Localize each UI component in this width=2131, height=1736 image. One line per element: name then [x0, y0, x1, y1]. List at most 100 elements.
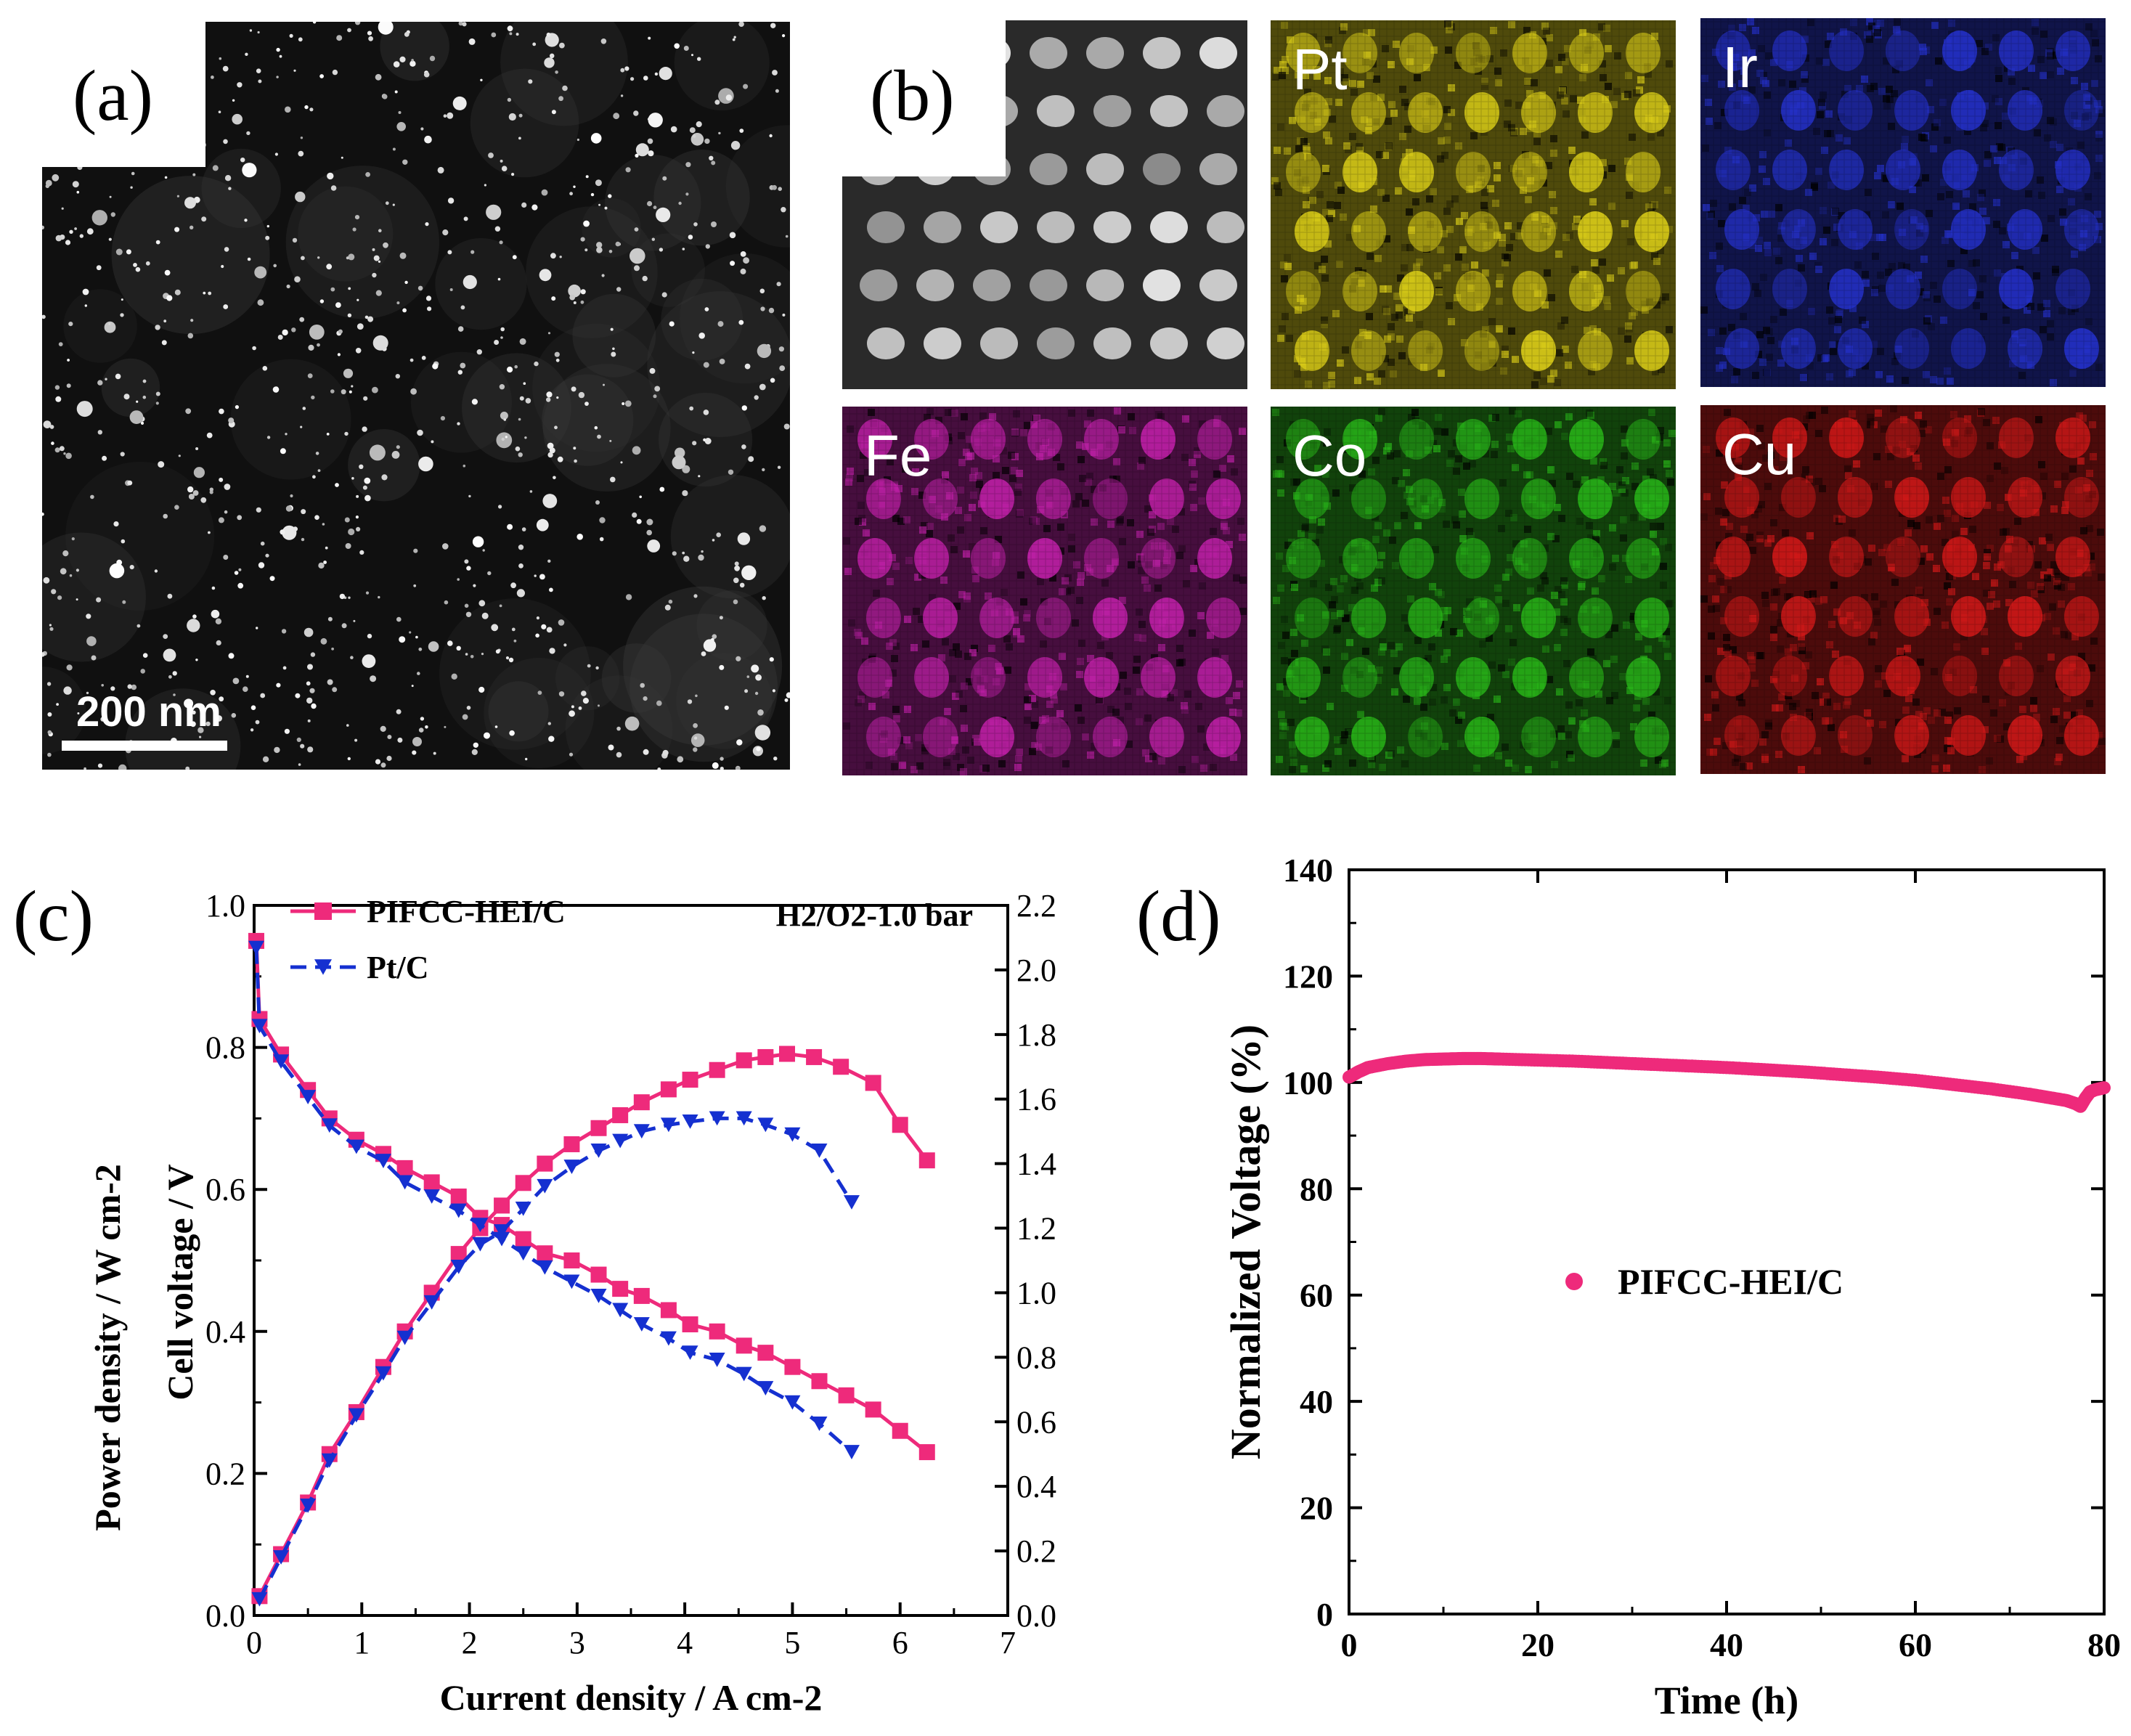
- tem-particle: [359, 464, 364, 469]
- voltage-point-pt-c: [396, 1175, 413, 1190]
- tem-particle: [250, 728, 254, 732]
- atom-column: [1143, 269, 1181, 301]
- tem-particle: [398, 111, 402, 114]
- tem-particle: [432, 363, 439, 370]
- tem-particle: [779, 365, 786, 371]
- tem-particle: [551, 110, 556, 115]
- tem-particle: [786, 692, 790, 698]
- tem-particle: [558, 619, 565, 626]
- voltage-point-pifcc-hei-c: [612, 1281, 629, 1297]
- tem-particle: [97, 380, 103, 386]
- y-right-axis-title: Power density / W cm-2: [87, 1164, 128, 1531]
- panel-d-label: (d): [1136, 876, 1221, 956]
- tem-particle: [216, 640, 221, 646]
- tem-particle: [307, 664, 313, 670]
- tem-particle: [464, 559, 469, 564]
- tem-haze: [661, 278, 743, 361]
- tem-particle: [620, 68, 625, 73]
- tem-particle: [656, 207, 671, 222]
- tem-particle: [494, 340, 500, 345]
- voltage-point-pt-c: [563, 1274, 580, 1289]
- tem-particle: [755, 674, 762, 681]
- tem-particle: [341, 389, 346, 395]
- tem-particle: [309, 325, 325, 340]
- y-tick-label: 20: [1300, 1490, 1333, 1527]
- tem-particle: [415, 635, 418, 639]
- tem-particle: [672, 455, 686, 470]
- power-point-pt-c: [450, 1259, 467, 1274]
- tem-particle: [219, 696, 224, 702]
- tem-particle: [257, 30, 260, 34]
- voltage-point-pt-c: [248, 940, 264, 955]
- voltage-point-pifcc-hei-c: [757, 1345, 774, 1361]
- tem-particle: [571, 705, 574, 709]
- condition-annotation: H2/O2-1.0 bar: [776, 897, 973, 933]
- tem-particle: [568, 284, 581, 298]
- tem-particle: [43, 576, 50, 584]
- tem-particle: [648, 36, 651, 40]
- tem-particle: [468, 38, 476, 45]
- tem-haze: [285, 166, 439, 319]
- tem-haze: [582, 197, 641, 258]
- tem-particle: [372, 335, 388, 351]
- tem-particle: [541, 624, 547, 629]
- atom-column: [867, 211, 905, 243]
- tem-particle: [237, 82, 243, 88]
- tem-particle: [137, 624, 141, 628]
- tem-particle: [133, 263, 137, 267]
- tem-particle: [462, 22, 467, 27]
- tem-particle: [499, 240, 503, 245]
- tem-particle: [163, 648, 176, 662]
- tem-particle: [481, 653, 484, 656]
- atom-column: [860, 269, 897, 301]
- tem-particle: [330, 389, 335, 394]
- tem-particle: [417, 429, 423, 436]
- tem-particle: [547, 452, 553, 458]
- map-pixel-grid: [1700, 405, 2106, 774]
- tem-particle: [528, 79, 533, 84]
- legend-label-pifcc-hei-c: PIFCC-HEI/C: [367, 894, 566, 929]
- voltage-point-pifcc-hei-c: [515, 1231, 531, 1247]
- atom-column: [916, 269, 954, 301]
- power-point-pt-c: [494, 1224, 510, 1239]
- tem-particle: [511, 627, 516, 632]
- tem-particle: [423, 71, 430, 78]
- tem-particle: [221, 264, 224, 269]
- tem-particle: [500, 327, 505, 332]
- tem-particle: [301, 509, 306, 515]
- tem-particle: [457, 326, 464, 332]
- tem-particle: [332, 687, 338, 693]
- tem-particle: [576, 138, 580, 142]
- voltage-point-pt-c: [757, 1381, 774, 1395]
- tem-particle: [216, 715, 223, 722]
- tem-particle: [65, 240, 71, 245]
- voltage-point-pifcc-hei-c: [892, 1422, 908, 1439]
- tem-particle: [754, 691, 759, 696]
- tem-particle: [525, 398, 531, 404]
- tem-particle: [65, 452, 72, 460]
- tem-particle: [585, 175, 589, 179]
- tem-particle: [49, 624, 52, 627]
- voltage-point-pifcc-hei-c: [838, 1387, 855, 1403]
- tem-particle: [754, 395, 759, 400]
- x-axis-title: Current density / A cm-2: [440, 1677, 823, 1718]
- tem-particle: [696, 121, 702, 128]
- tem-particle: [536, 616, 540, 620]
- tem-particle: [757, 675, 760, 677]
- tem-particle: [418, 647, 423, 651]
- tem-particle: [336, 35, 343, 41]
- tem-particle: [491, 32, 497, 38]
- tem-particle: [442, 543, 449, 550]
- x-tick-label: 5: [784, 1625, 800, 1660]
- tem-particle: [231, 713, 237, 718]
- tem-particle: [395, 374, 400, 379]
- tem-particle: [97, 430, 102, 435]
- tem-particle: [344, 431, 349, 436]
- tem-particle: [362, 654, 376, 668]
- tem-particle: [344, 517, 350, 523]
- map-pixel-grid: [842, 407, 1247, 775]
- tem-particle: [205, 721, 211, 727]
- power-point-pifcc-hei-c: [806, 1048, 823, 1065]
- x-tick-label: 7: [1000, 1625, 1016, 1660]
